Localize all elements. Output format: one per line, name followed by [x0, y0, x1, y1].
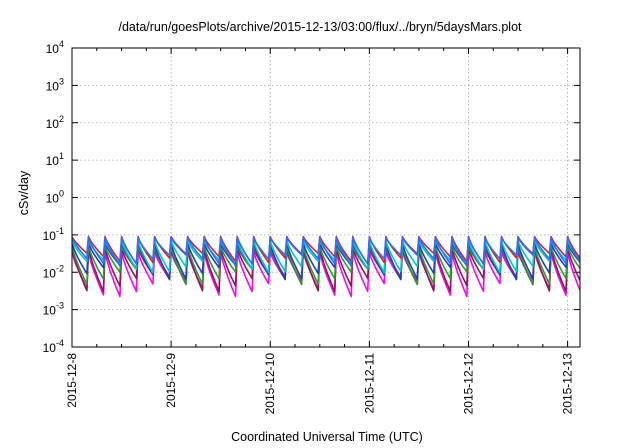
plot-frame	[71, 47, 581, 348]
y-tick-label: 101	[46, 151, 64, 168]
y-tick-label: 103	[46, 76, 64, 93]
y-tick-label: 102	[46, 114, 64, 131]
y-tick-label: 104	[46, 39, 64, 56]
y-tick-label: 10-3	[43, 301, 64, 318]
x-tick-label: 2015-12-12	[461, 353, 475, 415]
x-tick-label: 2015-12-11	[362, 353, 376, 414]
y-tick-label: 10-2	[43, 263, 64, 280]
series-line	[72, 236, 580, 267]
x-tick-label: 2015-12-8	[65, 353, 79, 408]
x-tick-label: 2015-12-9	[164, 353, 178, 408]
x-tick-label: 2015-12-10	[263, 353, 277, 415]
y-axis-label: cSv/day	[17, 170, 31, 216]
y-tick-label: 10-4	[43, 338, 64, 355]
x-tick-label: 2015-12-13	[561, 353, 575, 415]
x-axis-label: Coordinated Universal Time (UTC)	[231, 430, 423, 444]
chart-title: /data/run/goesPlots/archive/2015-12-13/0…	[118, 20, 522, 34]
y-tick-label: 100	[46, 189, 64, 206]
y-tick-label: 10-1	[43, 226, 64, 243]
